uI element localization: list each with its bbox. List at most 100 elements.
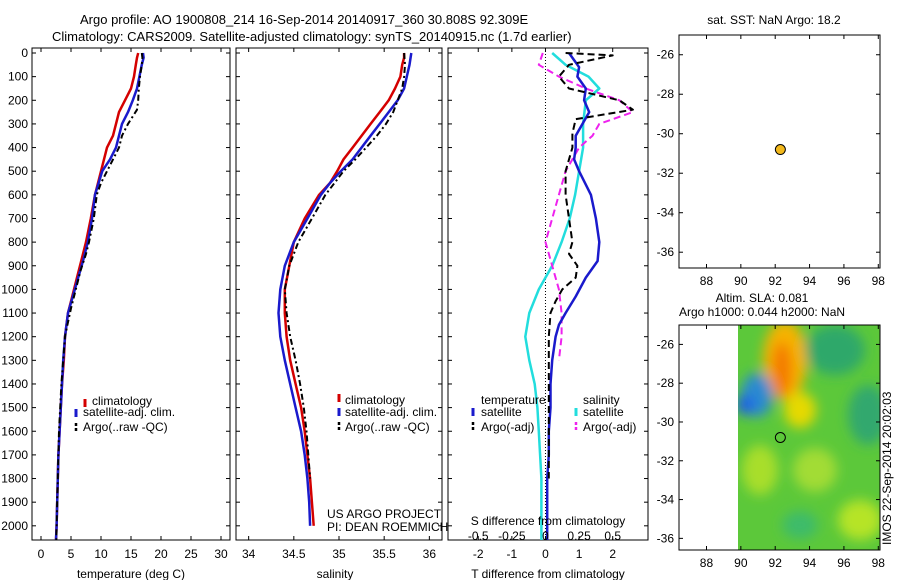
difference-panel: -2 -1 0 1 2 T difference from climatology S … [447,47,649,580]
s-tick-label: -0.25 [498,529,526,543]
difference-legend: temperature salinity satellite Argo(-adj… [471,393,636,434]
map-y-tick-label: -32 [657,454,675,468]
legend-argo-label: Argo(..raw -QC) [83,420,168,434]
difference-ticks: -2 -1 0 1 2 [473,48,616,561]
map-x-tick-label: 98 [872,274,886,288]
map-y-tick-label: -26 [657,48,675,62]
temperature-lines [54,52,145,541]
x-tick-label: 5 [68,547,75,561]
s-tick-label: 0 [542,529,549,543]
temperature-axes-box [31,47,231,541]
sla-map-title2: Argo h1000: 0.044 h2000: NaN [679,305,845,319]
salinity-panel: 34 34.5 35 35.5 36 salinity climatology sate… [235,47,448,580]
figure-title-line1: Argo profile: AO 1900808_214 16-Sep-2014… [80,12,529,27]
depth-tick-label: 1500 [1,401,28,415]
sst-map-panel: sat. SST: NaN Argo: 18.2 88 90 92 94 96 98 -26… [657,13,886,288]
temperature-panel: 0100200300400500600700800900100011001200… [1,46,648,580]
map-y-tick-label: -28 [657,376,675,390]
map-x-tick-label: 94 [803,556,817,570]
sla-lime-blob-se [838,500,880,540]
sla-map-ticks: 88 90 92 94 96 98 -26 -28 -30 -32 -34 -36 [657,325,886,570]
map-x-tick-label: 90 [734,556,748,570]
map-x-tick-label: 98 [872,556,886,570]
temperature-satellite-line [54,52,145,541]
x-tick-label: 25 [184,547,198,561]
diff-legend-ssat-label: satellite [583,405,624,419]
depth-tick-label: 2000 [1,519,28,533]
sla-teal-blob-s [782,511,818,539]
legend-satellite-label: satellite-adj. clim. [83,405,175,419]
sla-teal-blob-e [848,385,880,445]
salinity-axes-box [235,47,443,541]
legend-climatology-label: climatology [92,394,152,408]
map-y-tick-label: -30 [657,415,675,429]
salinity-argo-diff-line [537,52,634,361]
credit-pi: PI: DEAN ROEMMICH [327,520,448,534]
difference-lines [524,52,634,541]
sla-map-panel: Altim. SLA: 0.081 Argo h1000: 0.044 h200… [657,291,894,570]
x-tick-label: 15 [124,547,138,561]
map-y-tick-label: -26 [657,337,675,351]
depth-tick-label: 200 [8,93,28,107]
depth-tick-label: 1300 [1,353,28,367]
temperature-legend: climatology satellite-adj. clim. Argo(..… [74,394,175,434]
depth-tick-label: 1200 [1,330,28,344]
sla-map-box [678,324,881,551]
depth-tick-label: 500 [8,164,28,178]
map-y-tick-label: -36 [657,245,675,259]
x-tick-label: 2 [609,547,616,561]
map-x-tick-label: 92 [769,556,783,570]
x-tick-label: 35 [332,547,346,561]
diff-legend-sal-title: salinity [583,393,620,407]
map-x-tick-label: 92 [769,274,783,288]
map-y-tick-label: -34 [657,206,675,220]
sla-peak-anomaly [772,342,792,398]
salinity-xlabel: salinity [317,567,354,580]
salinity-lines [277,52,413,526]
x-tick-label: 36 [423,547,437,561]
diff-legend-temp-title: temperature [481,393,546,407]
map-x-tick-label: 88 [700,556,714,570]
salinity-ticks: 34 34.5 35 35.5 36 [242,48,436,561]
map-y-tick-label: -34 [657,493,675,507]
difference-s-label: S difference from climatology [471,514,626,528]
depth-tick-label: 1900 [1,495,28,509]
salinity-satellite-diff-line [524,52,601,541]
x-tick-label: 35.5 [372,547,396,561]
x-tick-label: 0 [542,547,549,561]
map-y-tick-label: -32 [657,166,675,180]
map-x-tick-label: 94 [803,274,817,288]
sla-teal-blob-ne [805,325,865,375]
difference-xlabel: T difference from climatology [471,567,625,580]
depth-tick-label: 400 [8,141,28,155]
sla-lime-blob-sw [742,445,778,495]
map-x-tick-label: 96 [837,274,851,288]
salinity-climatology-line [283,53,406,526]
x-tick-label: -1 [507,547,518,561]
sal-legend-climatology-label: climatology [345,393,405,407]
map-x-tick-label: 88 [700,274,714,288]
salinity-argo-line [283,52,406,479]
depth-tick-label: 1600 [1,424,28,438]
sst-map-ticks: 88 90 92 94 96 98 -26 -28 -30 -32 -34 -36 [657,35,886,288]
map-y-tick-label: -30 [657,127,675,141]
x-tick-label: -2 [473,547,484,561]
depth-tick-label: 1700 [1,448,28,462]
x-tick-label: 0 [38,547,45,561]
s-tick-label: 0.5 [604,529,621,543]
x-tick-label: 34 [242,547,256,561]
sla-yellow-blob [784,392,816,428]
diff-legend-targo-label: Argo(-adj) [481,420,534,434]
salinity-legend: climatology satellite-adj. clim. Argo(..… [337,393,437,434]
sla-map-title1: Altim. SLA: 0.081 [716,291,809,305]
sla-low-core [738,395,754,415]
depth-tick-label: 100 [8,70,28,84]
depth-tick-label: 1100 [2,306,28,320]
temperature-xlabel: temperature (deg C) [77,567,185,580]
sla-heatmap [738,325,880,550]
s-tick-label: -0.5 [468,529,489,543]
depth-tick-label: 900 [8,259,28,273]
depth-tick-label: 1000 [1,282,28,296]
map-x-tick-label: 96 [837,556,851,570]
